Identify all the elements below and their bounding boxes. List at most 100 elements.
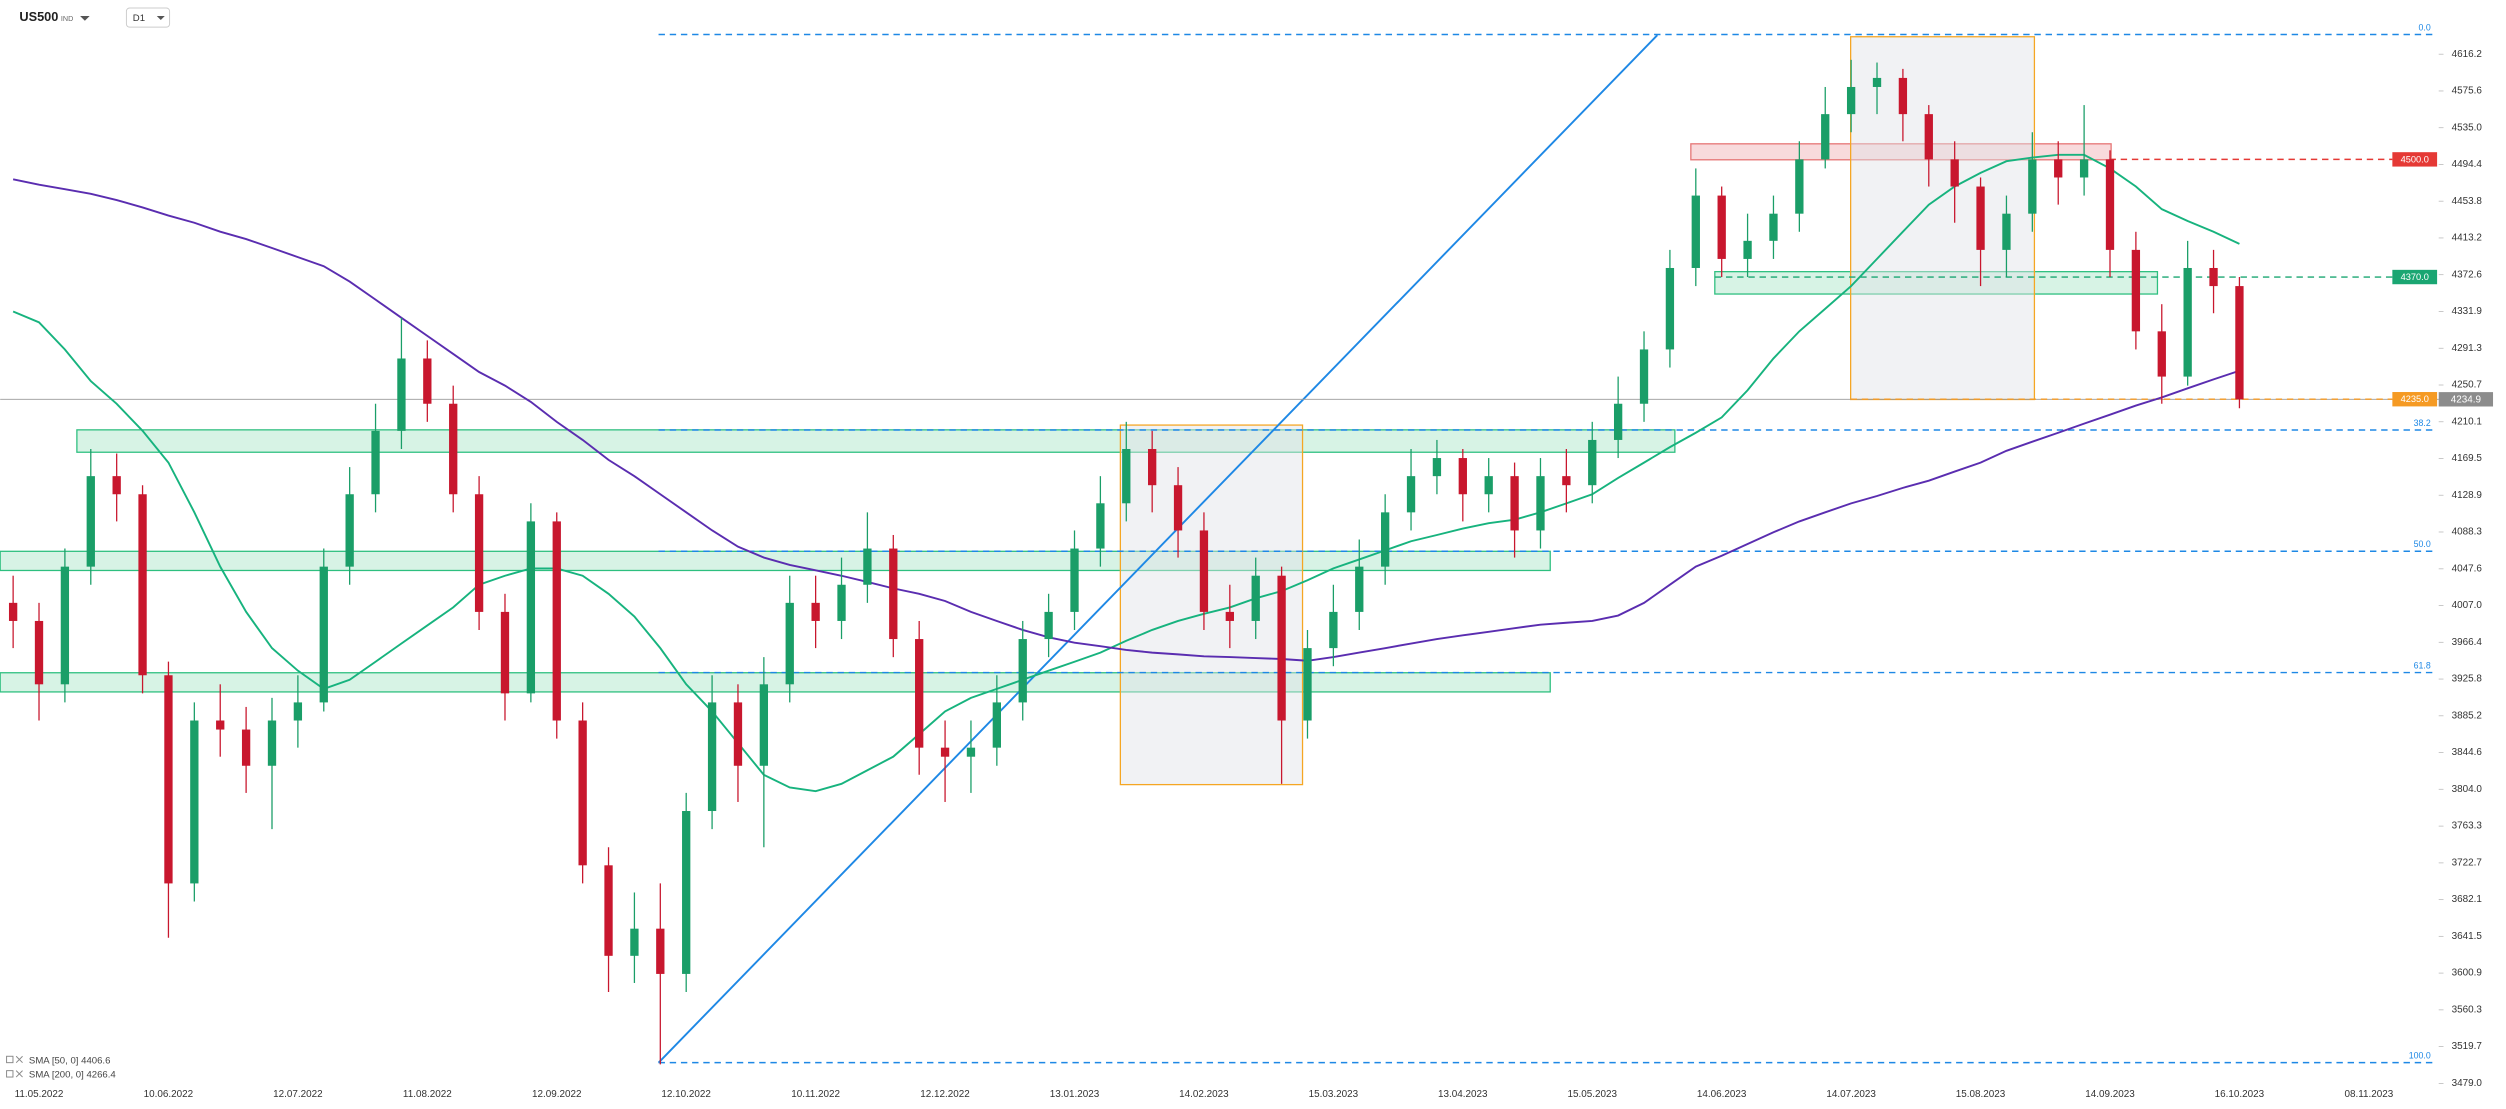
legend-value: 4406.6 xyxy=(81,1055,110,1066)
y-tick-label: 4331.9 xyxy=(2452,306,2483,317)
candle-body xyxy=(1044,611,1053,640)
x-tick-label: 14.06.2023 xyxy=(1697,1089,1747,1100)
candle-body xyxy=(1070,548,1079,612)
candle-body xyxy=(397,358,406,431)
y-tick-label: 4250.7 xyxy=(2452,380,2482,391)
candle-body xyxy=(2054,159,2063,178)
timeframe-button[interactable] xyxy=(125,7,171,28)
x-tick-label: 08.11.2023 xyxy=(2344,1089,2393,1100)
candle-body xyxy=(1872,77,1882,87)
symbol-dropdown[interactable] xyxy=(80,15,90,21)
x-tick-label: 13.04.2023 xyxy=(1438,1089,1488,1100)
y-tick-label: 4372.6 xyxy=(2452,269,2483,280)
candle-body xyxy=(8,602,18,621)
x-tick-label: 15.05.2023 xyxy=(1567,1089,1617,1100)
candle-body xyxy=(423,358,432,404)
candle-body xyxy=(2105,159,2115,250)
x-tick-label: 12.12.2022 xyxy=(920,1089,970,1100)
support-zone xyxy=(0,672,1551,693)
candle-body xyxy=(811,602,820,621)
candle-body xyxy=(1018,639,1027,703)
candle-body xyxy=(112,476,121,495)
candle-body xyxy=(1251,575,1260,621)
y-tick-label: 3519.7 xyxy=(2452,1041,2482,1052)
symbol: US500 xyxy=(19,9,58,24)
price-level-label: 4370.0 xyxy=(2401,272,2429,282)
y-tick-label: 4128.9 xyxy=(2452,490,2483,501)
fib-label: 38.2 xyxy=(2414,418,2431,428)
legend-settings-icon[interactable] xyxy=(6,1070,14,1078)
candle-body xyxy=(1950,159,1959,187)
candle-body xyxy=(86,476,95,567)
candle-body xyxy=(1096,503,1105,549)
range-box xyxy=(1119,424,1304,786)
candle-body xyxy=(138,494,147,676)
candle-body xyxy=(863,548,872,585)
y-tick-label: 3885.2 xyxy=(2452,710,2482,721)
fib-label: 0.0 xyxy=(2419,22,2431,32)
candle-body xyxy=(2209,267,2218,287)
legend: SMA [50, 0] 4406.6 SMA [200, 0] 4266.4 xyxy=(6,1055,116,1080)
candle-body xyxy=(992,702,1001,748)
x-tick-label: 12.09.2022 xyxy=(532,1089,582,1100)
y-tick-label: 3844.6 xyxy=(2452,747,2483,758)
x-tick-label: 12.10.2022 xyxy=(661,1089,711,1100)
fib-label: 100.0 xyxy=(2409,1051,2431,1061)
candle-body xyxy=(1717,195,1726,259)
candle-body xyxy=(216,720,225,730)
candle-body xyxy=(915,639,924,748)
candle-body xyxy=(345,494,354,567)
price-level-label: 4235.0 xyxy=(2401,394,2429,404)
candle-body xyxy=(1691,195,1700,268)
candle-body xyxy=(1562,476,1571,486)
candle-body xyxy=(60,566,70,685)
candle-body xyxy=(1380,512,1390,567)
candle-body xyxy=(1148,448,1157,486)
candle-body xyxy=(1588,439,1597,486)
price-level-label: 4500.0 xyxy=(2401,154,2429,164)
candle-body xyxy=(371,430,380,495)
y-tick-label: 3600.9 xyxy=(2452,968,2483,979)
timeframe: D1 xyxy=(133,13,145,24)
candle-body xyxy=(940,747,950,757)
candle-body xyxy=(1821,114,1830,160)
candle-body xyxy=(1329,611,1338,649)
timeframe-select[interactable]: D1 xyxy=(125,7,171,28)
y-tick-label: 4047.6 xyxy=(2452,563,2483,574)
legend-name: SMA [200, 0] xyxy=(29,1069,84,1080)
y-tick-label: 4007.0 xyxy=(2452,600,2483,611)
candle-body xyxy=(2157,331,2166,377)
x-tick-label: 14.07.2023 xyxy=(1826,1089,1876,1100)
y-tick-label: 3966.4 xyxy=(2452,637,2483,648)
candle-body xyxy=(1484,476,1493,495)
candle-body xyxy=(1743,240,1752,259)
candle-body xyxy=(1303,648,1312,721)
candle-body xyxy=(293,702,303,721)
candle-body xyxy=(1536,476,1545,531)
candle-body xyxy=(2235,286,2244,400)
x-tick-label: 15.08.2023 xyxy=(1956,1089,2006,1100)
support-zone xyxy=(1714,271,2159,295)
y-tick-label: 3641.5 xyxy=(2452,931,2483,942)
candle-body xyxy=(1795,159,1804,214)
candle-body xyxy=(1510,476,1519,531)
current-price-label: 4234.9 xyxy=(2451,394,2482,405)
legend-close-icon[interactable] xyxy=(15,1055,23,1063)
candle-body xyxy=(241,729,251,766)
y-tick-label: 4169.5 xyxy=(2452,453,2483,464)
y-tick-label: 4453.8 xyxy=(2452,196,2483,207)
candle-body xyxy=(1458,458,1467,495)
legend-close-icon[interactable] xyxy=(15,1070,23,1078)
candle-body xyxy=(2002,213,2011,250)
candle-body xyxy=(552,521,561,721)
fib-label: 50.0 xyxy=(2414,539,2431,549)
candle-body xyxy=(656,928,665,974)
timeframe-arrow xyxy=(156,15,165,20)
legend-settings-icon[interactable] xyxy=(6,1055,14,1064)
candle-body xyxy=(733,702,743,766)
y-tick-label: 4413.2 xyxy=(2452,233,2482,244)
candle-body xyxy=(1432,458,1442,477)
candle-body xyxy=(1665,267,1675,350)
symbol-type: IND xyxy=(61,14,73,23)
y-tick-label: 3560.3 xyxy=(2452,1004,2483,1015)
